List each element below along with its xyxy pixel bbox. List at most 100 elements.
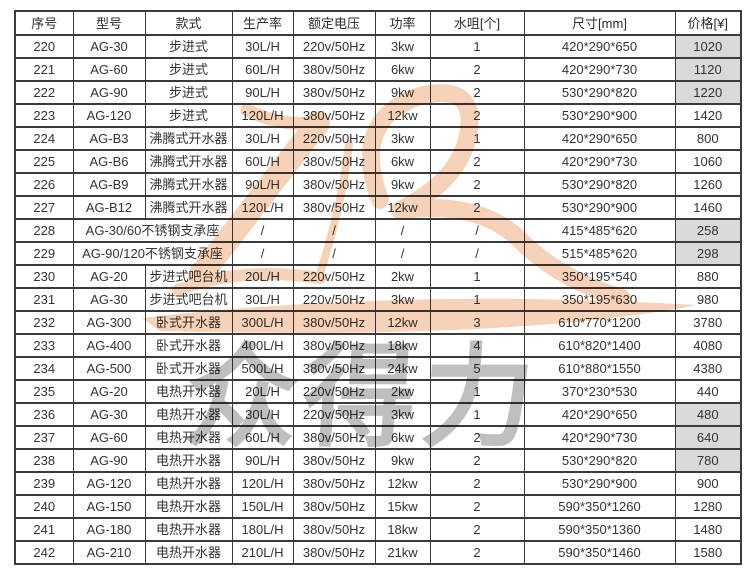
cell-power: 12kw bbox=[374, 310, 431, 335]
cell-size: 515*485*620 bbox=[523, 241, 676, 266]
table-row: 220 AG-30 步进式 30L/H 220v/50Hz 3kw 1 420*290*650… bbox=[14, 34, 742, 59]
cell-price: 480 bbox=[674, 402, 742, 427]
cell-nozzles: 4 bbox=[429, 333, 525, 358]
table-row: 242 AG-210 电热开水器 210L/H 380v/50Hz 21kw 2 590*35… bbox=[14, 540, 742, 565]
cell-price: 1420 bbox=[674, 103, 742, 128]
cell-no: 230 bbox=[14, 264, 74, 289]
column-header: 价格[¥] bbox=[674, 10, 742, 36]
cell-size: 610*880*1550 bbox=[523, 356, 676, 381]
cell-voltage: 220v/50Hz bbox=[292, 126, 376, 151]
cell-price: 1280 bbox=[674, 494, 742, 519]
cell-no: 232 bbox=[14, 310, 74, 335]
cell-power: 12kw bbox=[374, 195, 431, 220]
cell-rate: 30L/H bbox=[231, 287, 294, 312]
cell-size: 530*290*820 bbox=[523, 172, 676, 197]
cell-nozzles: 1 bbox=[429, 126, 525, 151]
cell-nozzles: 1 bbox=[429, 402, 525, 427]
cell-power: 2kw bbox=[374, 379, 431, 404]
cell-style: 沸腾式开水器 bbox=[144, 172, 233, 197]
cell-power: 9kw bbox=[374, 80, 431, 105]
cell-nozzles: 2 bbox=[429, 517, 525, 542]
table-row: 221 AG-60 步进式 60L/H 380v/50Hz 6kw 2 420*290*730… bbox=[14, 57, 742, 82]
cell-rate: 500L/H bbox=[231, 356, 294, 381]
cell-no: 227 bbox=[14, 195, 74, 220]
cell-voltage: 220v/50Hz bbox=[292, 379, 376, 404]
cell-price: 1480 bbox=[674, 517, 742, 542]
table-row: 239 AG-120 电热开水器 120L/H 380v/50Hz 12kw 2 530*29… bbox=[14, 471, 742, 496]
table-row: 233 AG-400 卧式开水器 400L/H 380v/50Hz 18kw 4 610*82… bbox=[14, 333, 742, 358]
cell-voltage: 380v/50Hz bbox=[292, 195, 376, 220]
table-row: 225 AG-B6 沸腾式开水器 60L/H 380v/50Hz 6kw 2 420*290*… bbox=[14, 149, 742, 174]
cell-style: 电热开水器 bbox=[144, 471, 233, 496]
cell-model: AG-30 bbox=[72, 402, 146, 427]
cell-style: 卧式开水器 bbox=[144, 310, 233, 335]
table-row: 240 AG-150 电热开水器 150L/H 380v/50Hz 15kw 2 590*35… bbox=[14, 494, 742, 519]
column-header: 款式 bbox=[144, 10, 233, 36]
cell-size: 610*820*1400 bbox=[523, 333, 676, 358]
cell-model: AG-90/120不锈钢支承座 bbox=[72, 241, 233, 266]
cell-power: 21kw bbox=[374, 540, 431, 565]
cell-nozzles: 1 bbox=[429, 287, 525, 312]
table-row: 236 AG-30 电热开水器 30L/H 220v/50Hz 3kw 1 420*290*6… bbox=[14, 402, 742, 427]
cell-model: AG-210 bbox=[72, 540, 146, 565]
cell-size: 415*485*620 bbox=[523, 218, 676, 243]
cell-voltage: / bbox=[292, 218, 376, 243]
cell-no: 233 bbox=[14, 333, 74, 358]
cell-nozzles: 1 bbox=[429, 264, 525, 289]
cell-model: AG-20 bbox=[72, 379, 146, 404]
cell-voltage: / bbox=[292, 241, 376, 266]
header-row: 序号 型号 款式 生产率 额定电压 功率 水咀[个] 尺寸[mm] 价格[¥] bbox=[14, 10, 742, 36]
cell-model: AG-120 bbox=[72, 103, 146, 128]
cell-size: 590*350*1360 bbox=[523, 517, 676, 542]
cell-nozzles: 2 bbox=[429, 149, 525, 174]
table-row: 234 AG-500 卧式开水器 500L/H 380v/50Hz 24kw 5 610*88… bbox=[14, 356, 742, 381]
cell-price: 298 bbox=[674, 241, 742, 266]
cell-style: 步进式 bbox=[144, 103, 233, 128]
cell-size: 530*290*820 bbox=[523, 448, 676, 473]
cell-style: 电热开水器 bbox=[144, 425, 233, 450]
cell-power: 9kw bbox=[374, 448, 431, 473]
cell-price: 900 bbox=[674, 471, 742, 496]
cell-style: 步进式吧台机 bbox=[144, 287, 233, 312]
cell-voltage: 380v/50Hz bbox=[292, 310, 376, 335]
cell-style: 电热开水器 bbox=[144, 517, 233, 542]
cell-nozzles: 2 bbox=[429, 494, 525, 519]
cell-model: AG-B6 bbox=[72, 149, 146, 174]
cell-nozzles: 2 bbox=[429, 103, 525, 128]
cell-power: 2kw bbox=[374, 264, 431, 289]
cell-rate: 60L/H bbox=[231, 57, 294, 82]
cell-style: 沸腾式开水器 bbox=[144, 195, 233, 220]
cell-model: AG-500 bbox=[72, 356, 146, 381]
table-body: 220 AG-30 步进式 30L/H 220v/50Hz 3kw 1 420*290*650… bbox=[14, 34, 742, 565]
table-row: 227 AG-B12 沸腾式开水器 120L/H 380v/50Hz 12kw 2 530*2… bbox=[14, 195, 742, 220]
cell-rate: 400L/H bbox=[231, 333, 294, 358]
cell-rate: 90L/H bbox=[231, 80, 294, 105]
table-row: 238 AG-90 电热开水器 90L/H 380v/50Hz 9kw 2 530*290*8… bbox=[14, 448, 742, 473]
cell-model: AG-60 bbox=[72, 57, 146, 82]
table-row: 229 AG-90/120不锈钢支承座 / / //515*485*620 298 bbox=[14, 241, 742, 266]
price-table: 序号 型号 款式 生产率 额定电压 功率 水咀[个] 尺寸[mm] 价格[¥] 220 AG-30… bbox=[14, 10, 742, 565]
cell-style: 电热开水器 bbox=[144, 402, 233, 427]
cell-power: 18kw bbox=[374, 333, 431, 358]
cell-size: 420*290*650 bbox=[523, 402, 676, 427]
cell-no: 229 bbox=[14, 241, 74, 266]
cell-rate: 150L/H bbox=[231, 494, 294, 519]
cell-voltage: 380v/50Hz bbox=[292, 149, 376, 174]
cell-rate: 90L/H bbox=[231, 172, 294, 197]
cell-model: AG-60 bbox=[72, 425, 146, 450]
cell-size: 420*290*650 bbox=[523, 126, 676, 151]
cell-voltage: 220v/50Hz bbox=[292, 264, 376, 289]
cell-style: 步进式 bbox=[144, 57, 233, 82]
cell-size: 530*290*900 bbox=[523, 103, 676, 128]
cell-no: 235 bbox=[14, 379, 74, 404]
cell-power: 3kw bbox=[374, 402, 431, 427]
cell-size: 530*290*900 bbox=[523, 195, 676, 220]
cell-rate: 180L/H bbox=[231, 517, 294, 542]
cell-power: 12kw bbox=[374, 471, 431, 496]
cell-no: 240 bbox=[14, 494, 74, 519]
cell-price: 800 bbox=[674, 126, 742, 151]
cell-model: AG-30/60不锈钢支承座 bbox=[72, 218, 233, 243]
cell-price: 1060 bbox=[674, 149, 742, 174]
cell-model: AG-90 bbox=[72, 448, 146, 473]
table-row: 226 AG-B9 沸腾式开水器 90L/H 380v/50Hz 9kw 2 530*290*… bbox=[14, 172, 742, 197]
